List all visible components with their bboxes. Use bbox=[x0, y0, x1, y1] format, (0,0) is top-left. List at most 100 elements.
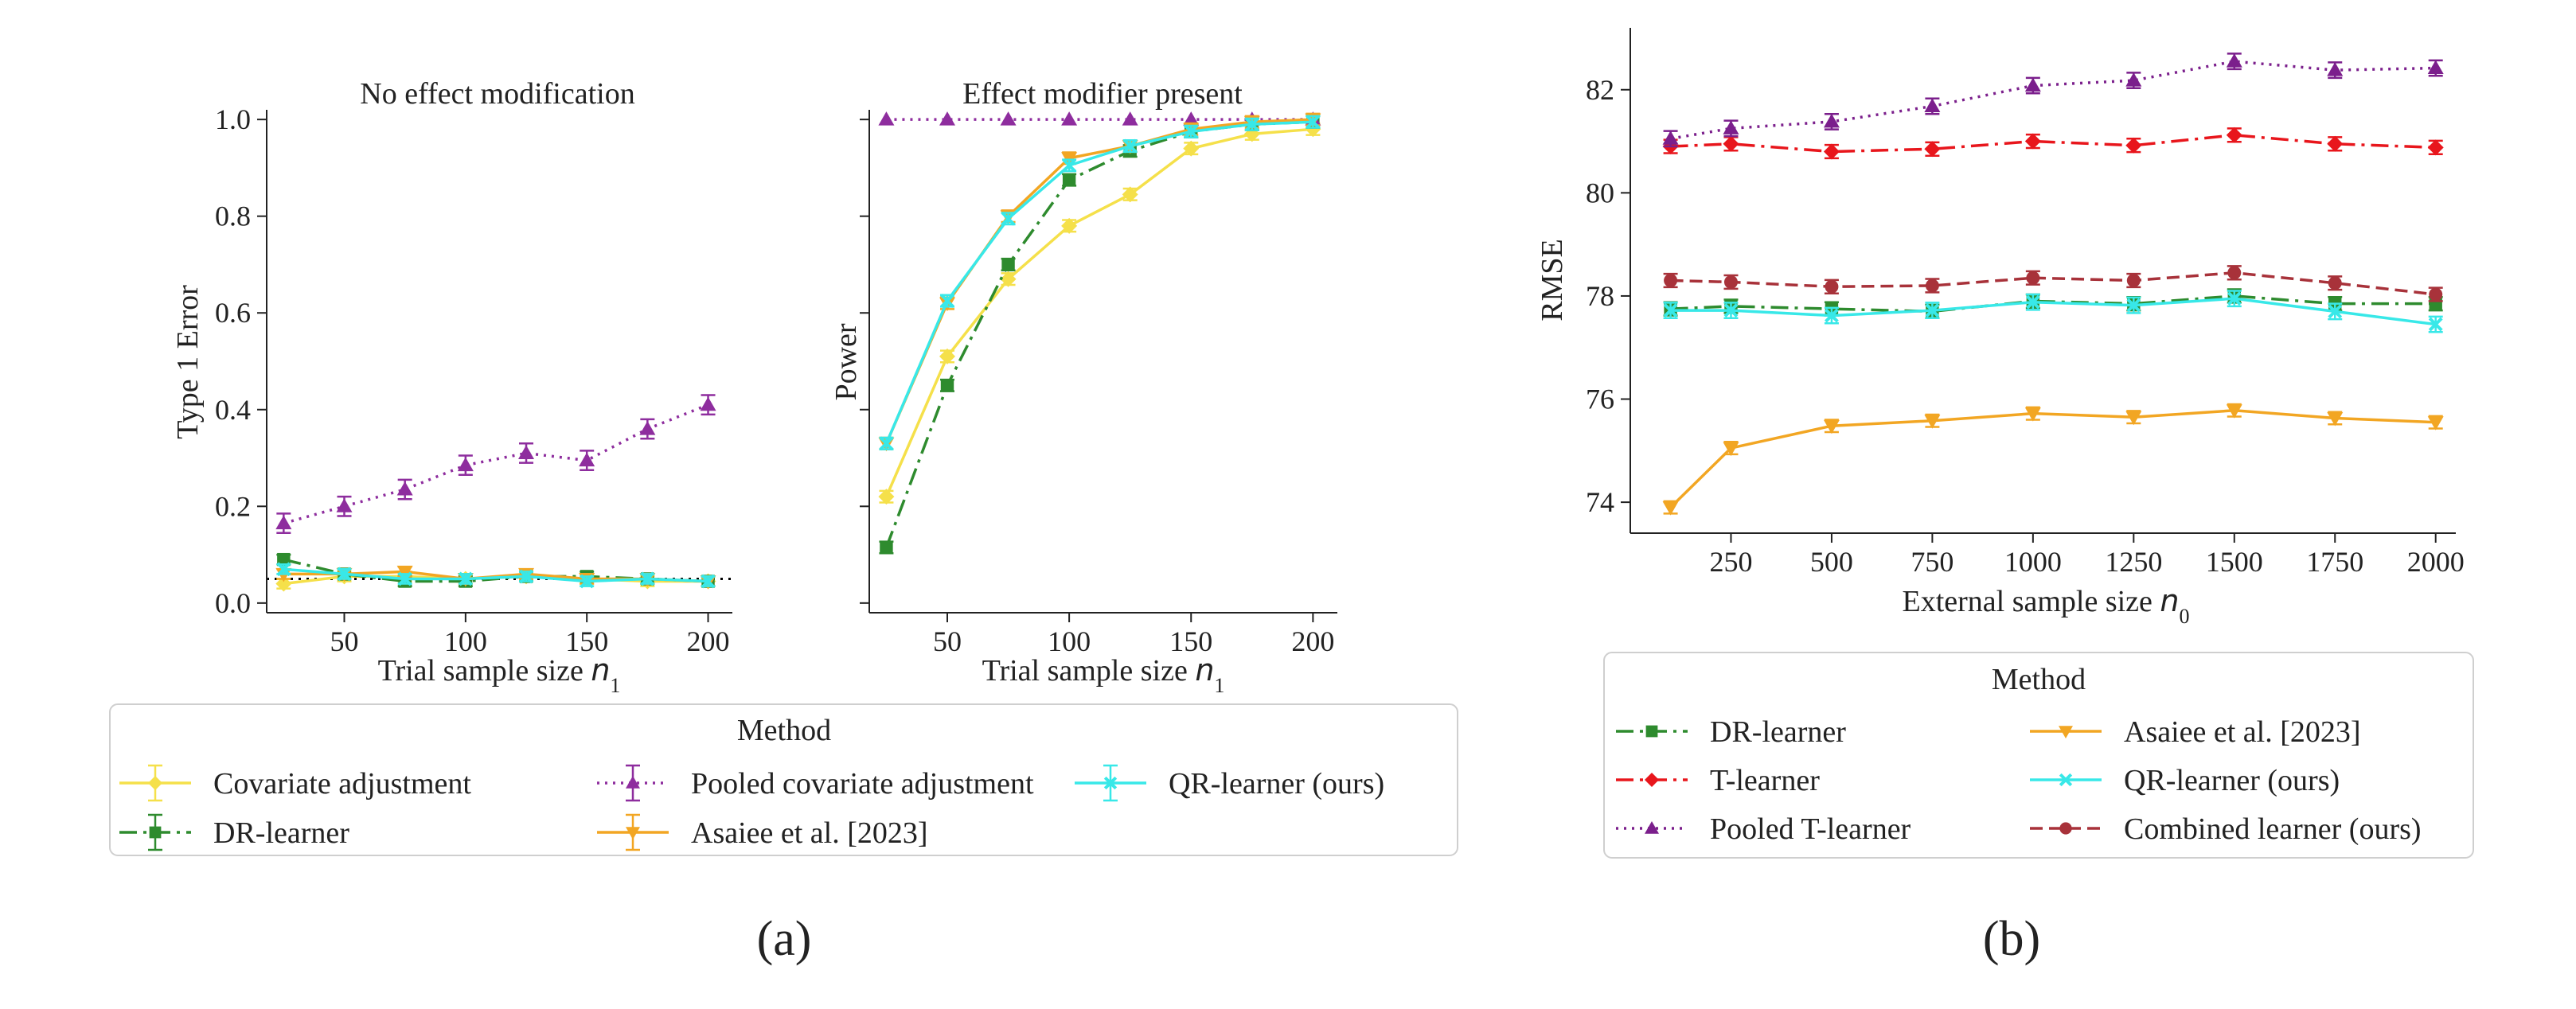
legend-a-items: Covariate adjustment Pooled covariate adj… bbox=[119, 764, 1384, 851]
series-line bbox=[283, 403, 709, 525]
panel-label-b: (b) bbox=[1983, 912, 2040, 966]
legend-entry-qr-learner-ours: QR-learner (ours) bbox=[1075, 764, 1384, 802]
data-point bbox=[2328, 304, 2343, 319]
series-qr-learner-ours bbox=[1663, 290, 2443, 333]
x-tick-label: 50 bbox=[933, 625, 962, 657]
data-point bbox=[2126, 298, 2141, 313]
data-point bbox=[2025, 294, 2040, 310]
legend-entry-combined-learner-ours: Combined learner (ours) bbox=[2030, 812, 2422, 846]
chart-a1: No effect modification 50 100 150 200 0.0 0.2… bbox=[171, 77, 732, 697]
chart-b-ticks: 250 500 750 1000 1250 1500 1750 2000 74 76 78 80 82 bbox=[1586, 74, 2465, 578]
legend-marker bbox=[2059, 822, 2072, 835]
data-point bbox=[2226, 53, 2242, 68]
data-point bbox=[1662, 131, 1679, 145]
data-point bbox=[2327, 135, 2344, 152]
data-point bbox=[2427, 139, 2444, 156]
chart-a1-ticks: 50 100 150 200 0.0 0.2 0.4 0.6 0.8 1.0 bbox=[215, 103, 732, 657]
data-point bbox=[1924, 415, 1941, 429]
data-point bbox=[2024, 407, 2041, 422]
data-point bbox=[1062, 173, 1076, 187]
data-point bbox=[1184, 124, 1199, 139]
data-point bbox=[276, 562, 291, 577]
data-point bbox=[940, 294, 954, 308]
series-line bbox=[884, 127, 1313, 497]
data-point bbox=[1925, 279, 1939, 293]
legend-a: Method Covariate adjustment Pooled covari… bbox=[109, 703, 1458, 856]
data-point bbox=[1061, 217, 1078, 234]
legend-marker bbox=[626, 827, 640, 840]
data-point bbox=[2226, 127, 2242, 143]
data-point bbox=[1662, 501, 1679, 516]
data-point bbox=[1723, 135, 1739, 152]
x-tick-label: 200 bbox=[687, 625, 730, 657]
y-tick-label: 76 bbox=[1586, 384, 1614, 415]
data-point bbox=[337, 567, 352, 582]
series-line bbox=[884, 120, 1313, 548]
data-point bbox=[336, 498, 353, 512]
y-tick-label: 80 bbox=[1586, 177, 1614, 208]
data-point bbox=[879, 436, 894, 451]
y-tick-label: 0.8 bbox=[215, 201, 251, 232]
data-point bbox=[396, 481, 413, 496]
data-point bbox=[2427, 416, 2444, 430]
legend-label: T-learner bbox=[1710, 764, 1820, 797]
legend-entry-t-learner: T-learner bbox=[1616, 764, 1820, 797]
series-line bbox=[1670, 271, 2436, 296]
series-line bbox=[283, 567, 708, 583]
chart-a2-marks bbox=[878, 111, 1321, 555]
series-pooled-covariate-adjustment bbox=[275, 394, 716, 534]
data-point bbox=[2126, 274, 2141, 287]
data-point bbox=[2227, 291, 2242, 306]
data-point bbox=[1306, 115, 1321, 130]
x-tick-label: 150 bbox=[565, 625, 608, 657]
legend-label: QR-learner (ours) bbox=[2124, 764, 2340, 797]
legend-entry-dr-learner: DR-learner bbox=[1616, 715, 1846, 749]
legend-entry-asaiee-et-al-2023: Asaiee et al. [2023] bbox=[597, 813, 928, 851]
data-point bbox=[1061, 111, 1078, 126]
series-line bbox=[884, 120, 1313, 444]
data-point bbox=[1122, 111, 1138, 126]
y-tick-label: 78 bbox=[1586, 280, 1614, 312]
data-point bbox=[1825, 308, 1839, 323]
data-point bbox=[2328, 276, 2342, 290]
data-point bbox=[1183, 111, 1200, 126]
legend-marker bbox=[1645, 773, 1659, 787]
chart-a1-marks bbox=[275, 394, 716, 592]
data-point bbox=[939, 111, 955, 126]
data-point bbox=[1925, 303, 1940, 318]
legend-marker bbox=[148, 776, 162, 790]
data-point bbox=[1823, 143, 1840, 160]
data-point bbox=[579, 452, 595, 467]
data-point bbox=[639, 421, 656, 435]
chart-a2-title: Effect modifier present bbox=[962, 77, 1243, 111]
legend-label: Combined learner (ours) bbox=[2124, 812, 2422, 846]
data-point bbox=[1183, 140, 1200, 157]
data-point bbox=[2427, 60, 2444, 75]
y-tick-label: 1.0 bbox=[215, 103, 251, 135]
data-point bbox=[1001, 211, 1016, 226]
legend-marker bbox=[1645, 821, 1659, 834]
x-tick-label: 1500 bbox=[2206, 546, 2263, 578]
chart-a2-ylabel: Power bbox=[829, 323, 863, 400]
legend-entry-qr-learner-ours: QR-learner (ours) bbox=[2030, 764, 2340, 797]
legend-entry-dr-learner: DR-learner bbox=[119, 813, 349, 851]
data-point bbox=[939, 348, 955, 364]
y-tick-label: 74 bbox=[1586, 486, 1614, 518]
legend-entry-asaiee-et-al-2023: Asaiee et al. [2023] bbox=[2030, 715, 2361, 749]
data-point bbox=[1000, 271, 1017, 287]
series-qr-learner-ours bbox=[879, 115, 1321, 451]
series-pooled-t-learner bbox=[1662, 53, 2444, 148]
legend-marker bbox=[149, 826, 162, 839]
data-point bbox=[458, 571, 473, 586]
data-point bbox=[1723, 275, 1738, 289]
legend-label: Asaiee et al. [2023] bbox=[691, 816, 928, 850]
legend-label: Pooled covariate adjustment bbox=[691, 767, 1034, 801]
legend-b: Method DR-learner Asaiee et al. [2023] T-l… bbox=[1603, 652, 2474, 859]
chart-b-marks bbox=[1662, 53, 2444, 516]
chart-b-ylabel: RMSE bbox=[1536, 239, 1569, 321]
chart-a1-title: No effect modification bbox=[360, 77, 634, 111]
data-point bbox=[940, 379, 954, 392]
data-point bbox=[2428, 317, 2443, 332]
data-point bbox=[1823, 419, 1840, 434]
